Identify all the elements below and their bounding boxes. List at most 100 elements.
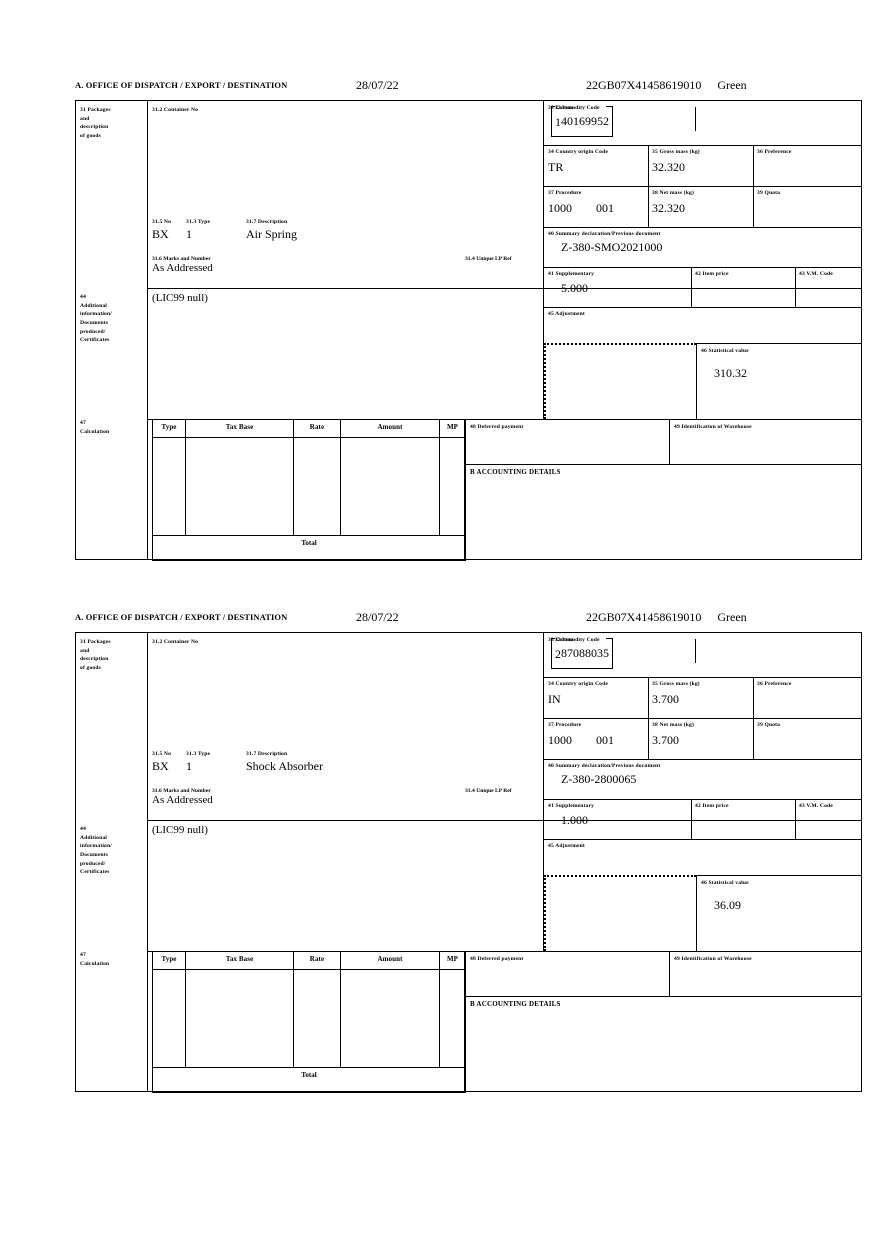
box42-item-price: 42 Item price bbox=[691, 267, 796, 307]
mrn-value: 22GB07X41458619010 bbox=[586, 78, 702, 92]
calc-cell-type bbox=[153, 437, 186, 535]
box31-packages-description: 31.2 Container No 31.5 No 31.3 Type 31.7 D… bbox=[147, 101, 861, 288]
packages-headers: 31.5 No 31.3 Type 31.7 Description bbox=[152, 218, 552, 227]
box31-6-label: 31.6 Marks and Number bbox=[152, 788, 211, 794]
box34-value: IN bbox=[548, 692, 561, 706]
calc-col-type: Type bbox=[153, 952, 186, 969]
box49-warehouse-identification: 49 Identification of Warehouse bbox=[669, 420, 861, 464]
calc-col-amount: Amount bbox=[341, 952, 440, 969]
box41-label: 41 Supplementary bbox=[548, 271, 595, 277]
box31-packages-description: 31.2 Container No 31.5 No 31.3 Type 31.7 D… bbox=[147, 633, 861, 820]
box36-label: 36 Preference bbox=[757, 681, 792, 687]
box47-caption: 47 Calculation bbox=[80, 952, 110, 967]
calc-col-tax-base: Tax Base bbox=[186, 952, 294, 969]
box38-net-mass: 38 Net mass (kg) 3.700 bbox=[648, 718, 754, 759]
box41-label: 41 Supplementary bbox=[548, 803, 595, 809]
box32-value: 1 bbox=[555, 115, 561, 129]
boxB-label: B ACCOUNTING DETAILS bbox=[470, 468, 561, 476]
box45-adjustment: 45 Adjustment bbox=[544, 307, 861, 343]
box35-value: 3.700 bbox=[652, 692, 679, 706]
calc-cell-mp bbox=[440, 437, 465, 535]
caption-column: 31 Packages and description of goods 44 … bbox=[76, 101, 147, 559]
box42-label: 42 Item price bbox=[695, 803, 729, 809]
box44-value: (LIC99 null) bbox=[152, 824, 208, 836]
box45-continuation-area bbox=[544, 875, 696, 951]
box39-label: 39 Quota bbox=[757, 190, 781, 196]
box31-caption: 31 Packages and description of goods bbox=[80, 107, 111, 139]
box37-value: 1000 bbox=[548, 733, 572, 747]
office-of-dispatch-label: A. OFFICE OF DISPATCH / EXPORT / DESTINA… bbox=[75, 80, 288, 90]
box31-5-label: 31.5 No bbox=[152, 751, 172, 757]
box47-caption: 47 Calculation bbox=[80, 420, 110, 435]
box34-country-origin: 34 Country origin Code TR bbox=[544, 145, 649, 186]
packages-row: 31.5 No 31.3 Type 31.7 Description BX 1 Shoc… bbox=[152, 750, 552, 774]
calculation-total-row: Total bbox=[301, 539, 317, 547]
box32-label: 32 Item bbox=[555, 105, 576, 111]
box38-label: 38 Net mass (kg) bbox=[652, 190, 695, 196]
route-lane: Green bbox=[717, 610, 747, 624]
boxB-label: B ACCOUNTING DETAILS bbox=[470, 1000, 561, 1008]
box34-label: 34 Country origin Code bbox=[548, 149, 609, 155]
marks-and-number: 31.6 Marks and Number As Addressed bbox=[152, 256, 612, 274]
form-frame: 31 Packages and description of goods 44 … bbox=[75, 100, 862, 561]
box45-label: 45 Adjustment bbox=[548, 311, 585, 317]
box48-label: 48 Deferred payment bbox=[470, 956, 524, 962]
calculation-table: Type Tax Base Rate Amount MP Total bbox=[152, 952, 466, 1093]
box31-4-label: 31.4 Unique LP Ref bbox=[465, 256, 512, 262]
form-frame: 31 Packages and description of goods 44 … bbox=[75, 632, 862, 1093]
box35-gross-mass: 35 Gross mass (kg) 3.700 bbox=[648, 677, 754, 718]
box38-net-mass: 38 Net mass (kg) 32.320 bbox=[648, 186, 754, 227]
box33-divider-tick bbox=[695, 107, 696, 131]
box45-continuation-area bbox=[544, 343, 696, 419]
box46-label: 46 Statistical value bbox=[701, 880, 749, 886]
box48-49-row: 48 Deferred payment 49 Identification of… bbox=[465, 420, 861, 465]
box37-label: 37 Procedure bbox=[548, 722, 582, 728]
mrn-value: 22GB07X41458619010 bbox=[586, 610, 702, 624]
box46-statistical-value: 46 Statistical value 36.09 bbox=[696, 875, 861, 952]
box31-3-label: 31.3 Type bbox=[186, 219, 211, 225]
packages-values: BX 1 Air Spring bbox=[152, 227, 552, 242]
box32-item-number: 32 Item 1 bbox=[551, 105, 613, 137]
packages-values: BX 1 Shock Absorber bbox=[152, 759, 552, 774]
box31-2-container-label: 31.2 Container No bbox=[152, 107, 199, 113]
box47-calculation-area: Type Tax Base Rate Amount MP Total bbox=[147, 419, 861, 561]
form-header: A. OFFICE OF DISPATCH / EXPORT / DESTINA… bbox=[75, 78, 862, 100]
calc-cell-amount bbox=[341, 969, 440, 1067]
calc-cell-mp bbox=[440, 969, 465, 1067]
box49-label: 49 Identification of Warehouse bbox=[674, 956, 752, 962]
calculation-body-row bbox=[153, 437, 465, 536]
box35-gross-mass: 35 Gross mass (kg) 32.320 bbox=[648, 145, 754, 186]
packages-no-value: BX bbox=[152, 226, 169, 241]
box35-label: 35 Gross mass (kg) bbox=[652, 681, 700, 687]
packages-type-value: 1 bbox=[186, 226, 192, 241]
box40-label: 40 Summary declaration/Previous document bbox=[548, 231, 661, 237]
calculation-header-row: Type Tax Base Rate Amount MP bbox=[153, 952, 465, 970]
calculation-header-row: Type Tax Base Rate Amount MP bbox=[153, 420, 465, 438]
box34-country-origin: 34 Country origin Code IN bbox=[544, 677, 649, 718]
box33-label: 33 Commodity Code bbox=[548, 105, 600, 111]
box32-item-number: 32 Item 2 bbox=[551, 637, 613, 669]
box40-previous-document: 40 Summary declaration/Previous document… bbox=[544, 759, 861, 800]
box48-deferred-payment: 48 Deferred payment bbox=[465, 952, 670, 996]
box43-label: 43 V.M. Code bbox=[799, 271, 833, 277]
goods-description-value: Shock Absorber bbox=[246, 758, 323, 773]
marks-and-number: 31.6 Marks and Number As Addressed bbox=[152, 788, 612, 806]
box36-label: 36 Preference bbox=[757, 149, 792, 155]
box33-label: 33 Commodity Code bbox=[548, 637, 600, 643]
box32-top-right-edge bbox=[606, 106, 612, 107]
calculation-table: Type Tax Base Rate Amount MP Total bbox=[152, 420, 466, 561]
box36-preference: 36 Preference bbox=[753, 677, 861, 718]
box37-additional-value: 001 bbox=[596, 733, 614, 747]
box35-value: 32.320 bbox=[652, 160, 685, 174]
declaration-date: 28/07/22 bbox=[356, 78, 399, 92]
sad-form-item-2: A. OFFICE OF DISPATCH / EXPORT / DESTINA… bbox=[75, 610, 862, 1093]
box32-top-right-edge bbox=[606, 638, 612, 639]
box44-caption: 44 Additional information/ Documents pro… bbox=[80, 826, 112, 876]
caption-column: 31 Packages and description of goods 44 … bbox=[76, 633, 147, 1091]
box32-value: 2 bbox=[555, 647, 561, 661]
box40-previous-document: 40 Summary declaration/Previous document… bbox=[544, 227, 861, 268]
box39-quota: 39 Quota bbox=[753, 718, 861, 759]
box43-vm-code: 43 V.M. Code bbox=[795, 267, 861, 307]
box31-6-label: 31.6 Marks and Number bbox=[152, 256, 211, 262]
box48-49-row: 48 Deferred payment 49 Identification of… bbox=[465, 952, 861, 997]
